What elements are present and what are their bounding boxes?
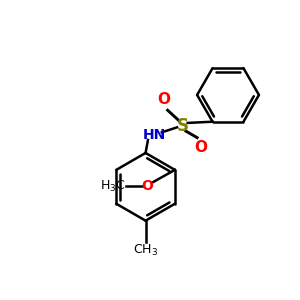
Text: O: O: [158, 92, 171, 107]
Text: H$_3$C: H$_3$C: [100, 178, 126, 194]
Text: CH$_3$: CH$_3$: [133, 243, 158, 258]
Text: O: O: [194, 140, 207, 155]
Text: O: O: [141, 179, 153, 193]
Text: HN: HN: [143, 128, 166, 142]
Text: S: S: [176, 117, 188, 135]
